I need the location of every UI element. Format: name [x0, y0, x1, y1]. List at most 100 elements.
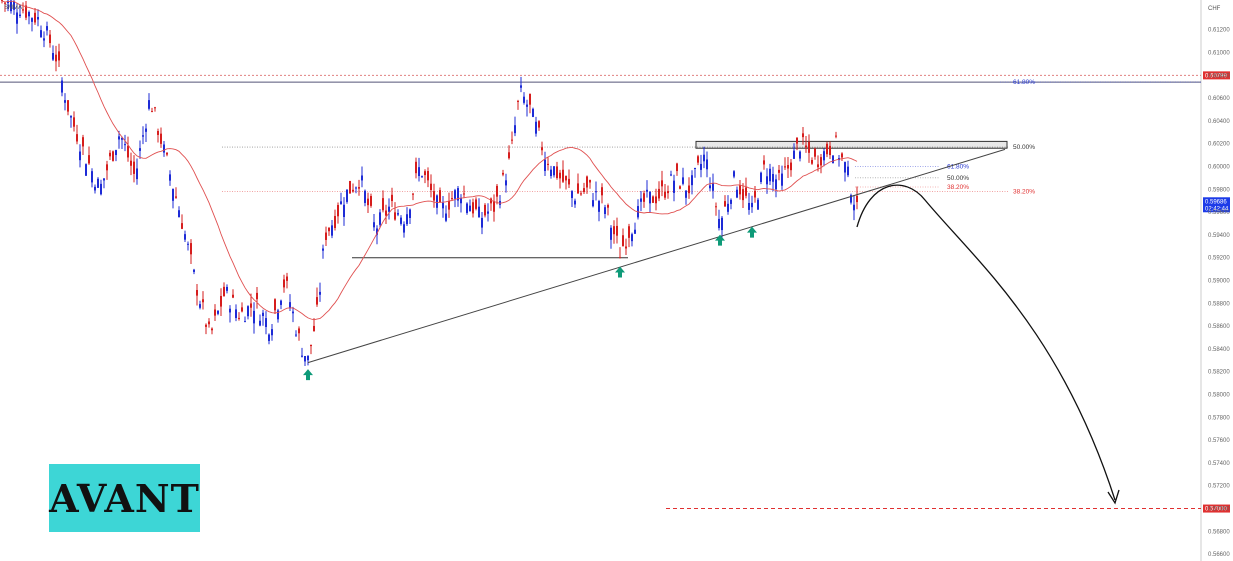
- candle-body: [616, 225, 618, 236]
- y-tick-label: 0.60000: [1208, 164, 1230, 170]
- candle-body: [784, 166, 786, 168]
- candle-body: [235, 309, 237, 319]
- candle-body: [667, 191, 669, 194]
- candle-body: [10, 0, 12, 12]
- candle-body: [856, 195, 858, 203]
- candle-body: [844, 162, 846, 173]
- candle-body: [289, 302, 291, 309]
- candle-body: [793, 150, 795, 159]
- y-tick-label: 0.58000: [1208, 393, 1230, 399]
- candle-body: [565, 176, 567, 181]
- candle-body: [457, 188, 459, 201]
- red-level-tag: [1203, 71, 1230, 80]
- candle-body: [379, 212, 381, 225]
- candle-body: [103, 178, 105, 181]
- ascending-trendline: [307, 148, 1006, 364]
- candle-body: [328, 227, 330, 232]
- candles: [1, 0, 858, 367]
- y-tick-label: 0.57200: [1208, 484, 1230, 490]
- y-tick-label: 0.61000: [1208, 50, 1230, 56]
- candle-body: [571, 191, 573, 199]
- candle-body: [163, 144, 165, 153]
- candle-body: [430, 183, 432, 191]
- candle-body: [613, 226, 615, 235]
- candle-body: [727, 203, 729, 212]
- candle-body: [676, 163, 678, 172]
- candle-body: [298, 328, 300, 334]
- y-tick-label: 0.59600: [1208, 210, 1230, 216]
- candle-body: [22, 9, 24, 11]
- y-tick-label: 0.58600: [1208, 324, 1230, 330]
- candle-body: [439, 190, 441, 203]
- candle-body: [547, 163, 549, 165]
- candle-body: [172, 188, 174, 201]
- candle-body: [415, 161, 417, 174]
- candle-body: [673, 180, 675, 193]
- candle-body: [478, 206, 480, 218]
- candle-body: [220, 295, 222, 307]
- candle-body: [595, 191, 597, 193]
- candle-body: [523, 96, 525, 103]
- candle-body: [259, 320, 261, 326]
- candle-body: [58, 51, 60, 61]
- candle-body: [406, 214, 408, 225]
- candle-body: [343, 204, 345, 218]
- candle-body: [631, 234, 633, 242]
- candle-body: [841, 153, 843, 158]
- candle-body: [46, 26, 48, 31]
- candle-body: [127, 145, 129, 158]
- candle-body: [436, 195, 438, 208]
- candle-body: [97, 178, 99, 188]
- candle-body: [586, 176, 588, 188]
- candle-body: [151, 111, 153, 113]
- candle-body: [796, 137, 798, 144]
- support-arrow-icon: [715, 234, 725, 246]
- candle-body: [391, 194, 393, 202]
- candle-body: [28, 12, 30, 17]
- candle-body: [229, 308, 231, 313]
- candle-body: [592, 200, 594, 207]
- candle-body: [853, 204, 855, 211]
- candle-body: [490, 198, 492, 204]
- candle-body: [421, 176, 423, 178]
- candle-body: [538, 121, 540, 128]
- candle-body: [679, 186, 681, 189]
- y-tick-label: 0.57400: [1208, 461, 1230, 467]
- logo-text: AVANT: [49, 475, 200, 521]
- candle-body: [16, 12, 18, 24]
- candle-body: [112, 151, 114, 161]
- candle-body: [811, 159, 813, 164]
- candle-body: [454, 190, 456, 199]
- support-arrow-icon: [303, 369, 313, 381]
- candle-body: [622, 235, 624, 246]
- candle-body: [634, 229, 636, 234]
- candle-body: [145, 128, 147, 132]
- fib-label: 61.80%: [947, 163, 969, 170]
- candle-body: [280, 300, 282, 305]
- candle-body: [445, 213, 447, 221]
- y-tick-label: 0.59000: [1208, 279, 1230, 285]
- candle-body: [121, 137, 123, 140]
- candle-body: [814, 148, 816, 157]
- candle-body: [286, 276, 288, 281]
- candle-body: [319, 291, 321, 295]
- candle-body: [532, 108, 534, 117]
- candle-body: [775, 179, 777, 190]
- candle-body: [271, 329, 273, 336]
- candle-body: [370, 196, 372, 206]
- candle-body: [850, 195, 852, 203]
- candle-body: [115, 150, 117, 156]
- candle-body: [181, 223, 183, 229]
- candle-body: [208, 321, 210, 325]
- candle-body: [703, 154, 705, 162]
- candle-body: [529, 93, 531, 105]
- candle-body: [736, 189, 738, 198]
- y-tick-label: 0.61200: [1208, 28, 1230, 34]
- current-price-time: 02:42:44: [1205, 206, 1229, 212]
- candle-body: [424, 171, 426, 176]
- candle-body: [190, 243, 192, 255]
- candle-body: [118, 136, 120, 140]
- candle-body: [244, 321, 246, 323]
- fib-label: 50.00%: [947, 175, 969, 182]
